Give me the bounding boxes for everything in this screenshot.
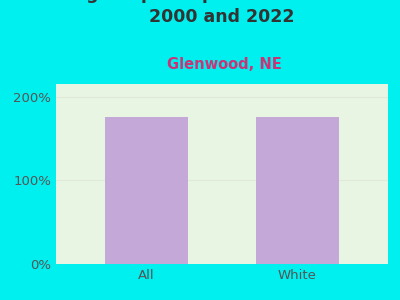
Bar	[256, 118, 339, 264]
Bar	[105, 118, 188, 264]
Text: Glenwood, NE: Glenwood, NE	[167, 57, 281, 72]
Title: Change in per capita income between
2000 and 2022: Change in per capita income between 2000…	[37, 0, 400, 26]
